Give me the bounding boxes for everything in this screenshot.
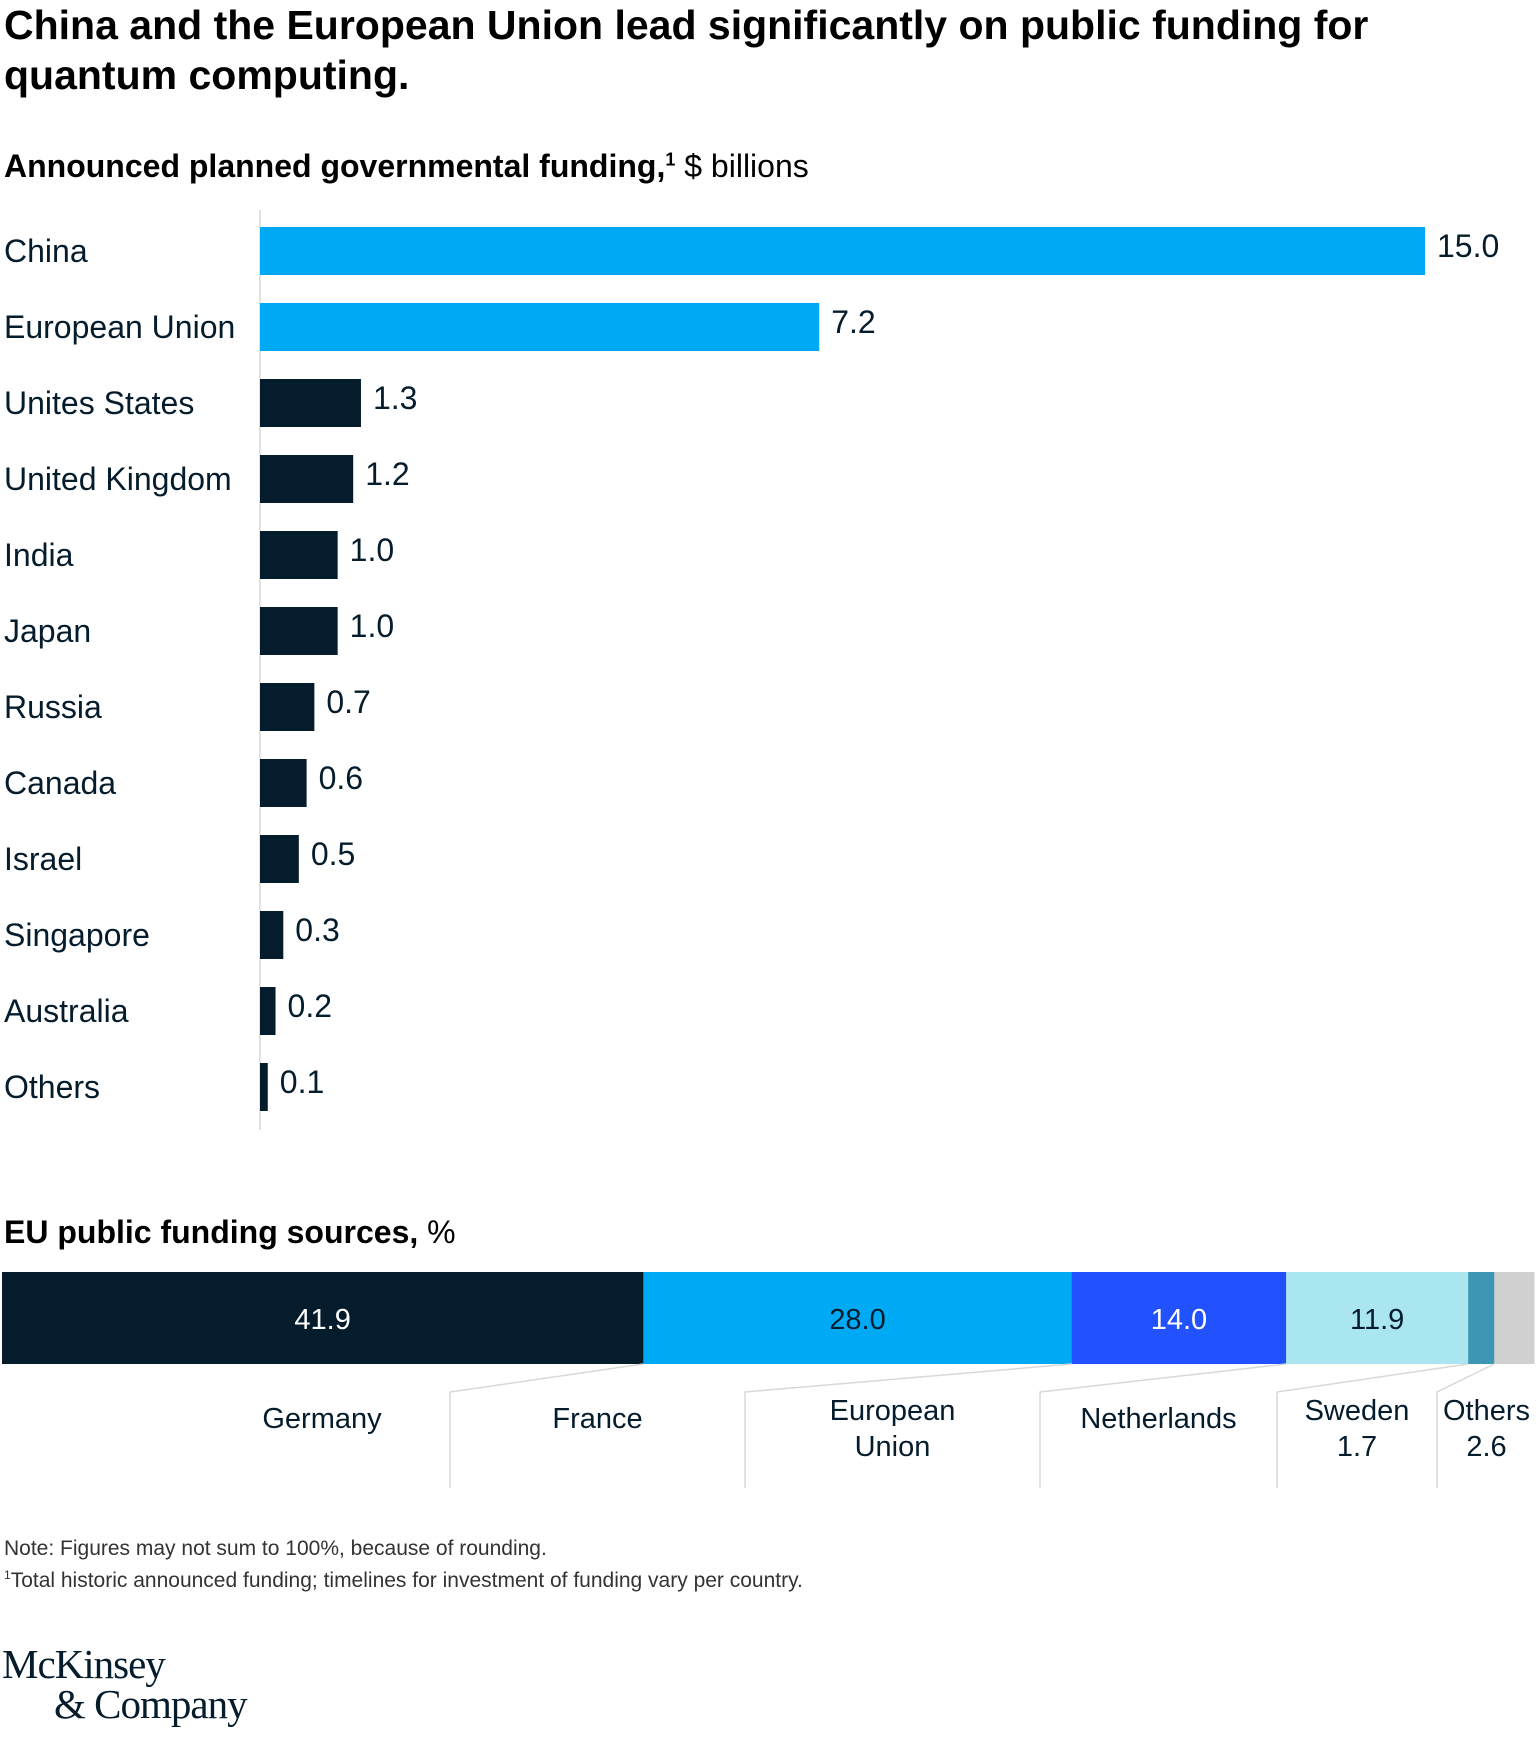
stacked-segment — [2, 1272, 644, 1364]
bar — [260, 987, 276, 1035]
category-label: Singapore — [4, 917, 150, 953]
category-label: Russia — [4, 689, 102, 725]
category-label: Australia — [4, 993, 129, 1029]
footnote-marker: 1 — [665, 149, 676, 170]
stacked-segment — [1468, 1272, 1495, 1364]
value-label: 0.1 — [280, 1064, 324, 1100]
value-label: 1.3 — [373, 380, 417, 416]
value-label: 0.7 — [326, 684, 370, 720]
leader-line — [744, 1363, 1072, 1488]
chart-subtitle: Announced planned governmental funding,1… — [4, 148, 809, 185]
segment-category-label: Union — [855, 1431, 931, 1463]
subtitle-bold: Announced planned governmental funding, — [4, 148, 666, 184]
value-label: 1.0 — [350, 608, 394, 644]
segment-value-label: 41.9 — [294, 1304, 350, 1336]
stacked-segment — [1286, 1272, 1469, 1364]
segment-category-label: 2.6 — [1466, 1431, 1506, 1463]
segment-category-label: European — [830, 1395, 956, 1427]
funding-bar-chart: China 15.0 European Union 7.2 Unites States 1… — [4, 210, 1499, 1130]
value-label: 1.2 — [365, 456, 409, 492]
bar — [260, 379, 361, 427]
eu-chart-subtitle: EU public funding sources, % — [4, 1214, 456, 1251]
value-label: 0.3 — [295, 912, 339, 948]
bar — [260, 835, 299, 883]
category-label: European Union — [4, 309, 235, 345]
eu-funding-stacked-bar: 41.9 28.0 14.0 11.9 Germany France European Uni… — [2, 1272, 1535, 1488]
leader-line — [1039, 1363, 1287, 1488]
leader-line — [1436, 1363, 1495, 1488]
value-label: 0.5 — [311, 836, 355, 872]
segment-category-label: Others — [1443, 1395, 1530, 1427]
segment-category-label: Netherlands — [1080, 1403, 1236, 1435]
chart-title: China and the European Union lead signif… — [4, 2, 1369, 98]
category-label: Japan — [4, 613, 91, 649]
bar — [260, 455, 354, 503]
mckinsey-logo: McKinsey & Company — [2, 1641, 248, 1727]
value-label: 15.0 — [1437, 228, 1499, 264]
segment-category-label: France — [552, 1403, 642, 1435]
segment-category-label: Germany — [262, 1403, 382, 1435]
category-label: China — [4, 233, 88, 269]
segment-category-label: 1.7 — [1337, 1431, 1377, 1463]
category-label: Canada — [4, 765, 116, 801]
value-label: 0.6 — [319, 760, 363, 796]
eu-subtitle-unit: % — [418, 1214, 456, 1250]
stacked-segment — [643, 1272, 1073, 1364]
category-label: Israel — [4, 841, 82, 877]
segment-value-label: 14.0 — [1151, 1304, 1207, 1336]
logo-line-2: & Company — [54, 1681, 248, 1727]
bar — [260, 607, 338, 655]
bar — [260, 531, 338, 579]
leader-line — [449, 1363, 644, 1488]
logo-line-1: McKinsey — [2, 1641, 166, 1687]
segment-value-label: 28.0 — [829, 1304, 885, 1336]
footnote-text: Total historic announced funding; timeli… — [10, 1569, 803, 1592]
bar — [260, 759, 307, 807]
category-label: Unites States — [4, 385, 194, 421]
chart-notes: Note: Figures may not sum to 100%, becau… — [4, 1536, 803, 1594]
value-label: 1.0 — [350, 532, 394, 568]
category-label: India — [4, 537, 74, 573]
category-label: United Kingdom — [4, 461, 232, 497]
leader-line — [1276, 1363, 1469, 1488]
rounding-note: Note: Figures may not sum to 100%, becau… — [4, 1537, 547, 1560]
footnote-number: 1 — [4, 1568, 11, 1582]
value-label: 7.2 — [831, 304, 875, 340]
bar — [260, 227, 1425, 275]
segment-category-label: Sweden — [1305, 1395, 1410, 1427]
eu-subtitle-bold: EU public funding sources, — [4, 1214, 419, 1250]
bar — [260, 1063, 268, 1111]
bar — [260, 683, 315, 731]
value-label: 0.2 — [288, 988, 332, 1024]
footnote: 1Total historic announced funding; timel… — [4, 1562, 803, 1594]
subtitle-unit: $ billions — [675, 148, 809, 184]
stacked-segment — [1071, 1272, 1287, 1364]
category-label: Others — [4, 1069, 100, 1105]
bar — [260, 303, 820, 351]
bar — [260, 911, 284, 959]
stacked-segment — [1494, 1272, 1535, 1364]
segment-value-label: 11.9 — [1350, 1304, 1404, 1336]
